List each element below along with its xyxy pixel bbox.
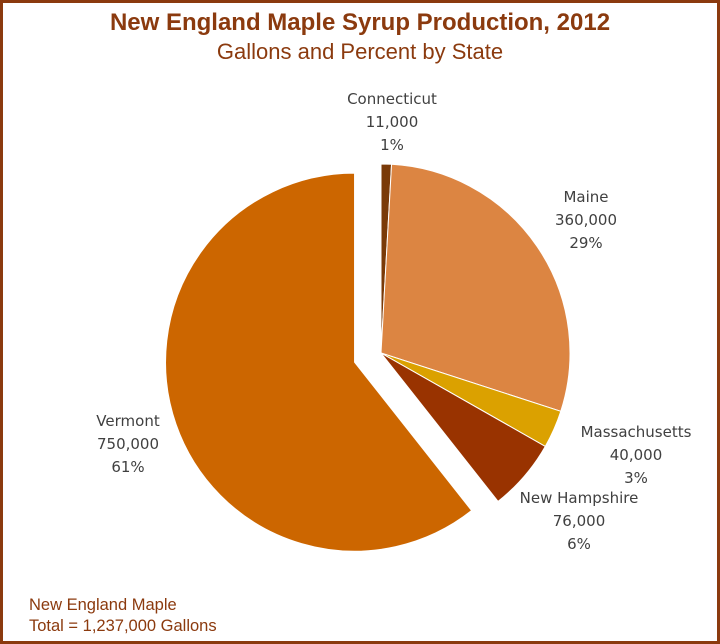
slice-label-connecticut: Connecticut 11,000 1% [322, 88, 462, 157]
slice-label-vermont-name: Vermont [96, 412, 160, 430]
slice-label-massachusetts-percent: 3% [624, 469, 648, 487]
chart-subtitle: Gallons and Percent by State [216, 39, 504, 64]
slice-label-massachusetts: Massachusetts 40,000 3% [566, 421, 706, 490]
pie-slice-vermont [165, 172, 473, 552]
pie-slice-maine [380, 163, 571, 412]
slice-label-new-hampshire: New Hampshire 76,000 6% [516, 487, 642, 556]
slice-label-maine-name: Maine [563, 188, 609, 206]
slice-label-connecticut-percent: 1% [380, 136, 404, 154]
total-footnote-line1: New England Maple [29, 596, 177, 614]
slice-label-new-hampshire-percent: 6% [567, 535, 591, 553]
pie-slices [165, 163, 571, 552]
slice-label-maine-value: 360,000 [554, 211, 618, 229]
slice-label-massachusetts-name: Massachusetts [580, 423, 692, 441]
pie-chart [165, 163, 571, 552]
slice-label-connecticut-value: 11,000 [365, 113, 419, 131]
slice-label-new-hampshire-value: 76,000 [552, 512, 606, 530]
total-footnote: New England Maple Total = 1,237,000 Gall… [29, 595, 217, 637]
slice-label-massachusetts-value: 40,000 [609, 446, 663, 464]
slice-label-maine-percent: 29% [569, 234, 603, 252]
total-footnote-line2: Total = 1,237,000 Gallons [29, 617, 217, 635]
pie-slice-new-hampshire [380, 352, 546, 503]
chart-title: New England Maple Syrup Production, 2012 [109, 9, 611, 36]
slice-label-vermont: Vermont 750,000 61% [58, 410, 198, 479]
slice-label-vermont-value: 750,000 [96, 435, 160, 453]
slice-label-maine: Maine 360,000 29% [516, 186, 656, 255]
slice-label-vermont-percent: 61% [111, 458, 145, 476]
slice-label-connecticut-name: Connecticut [347, 90, 437, 108]
slice-label-new-hampshire-name: New Hampshire [519, 489, 639, 507]
